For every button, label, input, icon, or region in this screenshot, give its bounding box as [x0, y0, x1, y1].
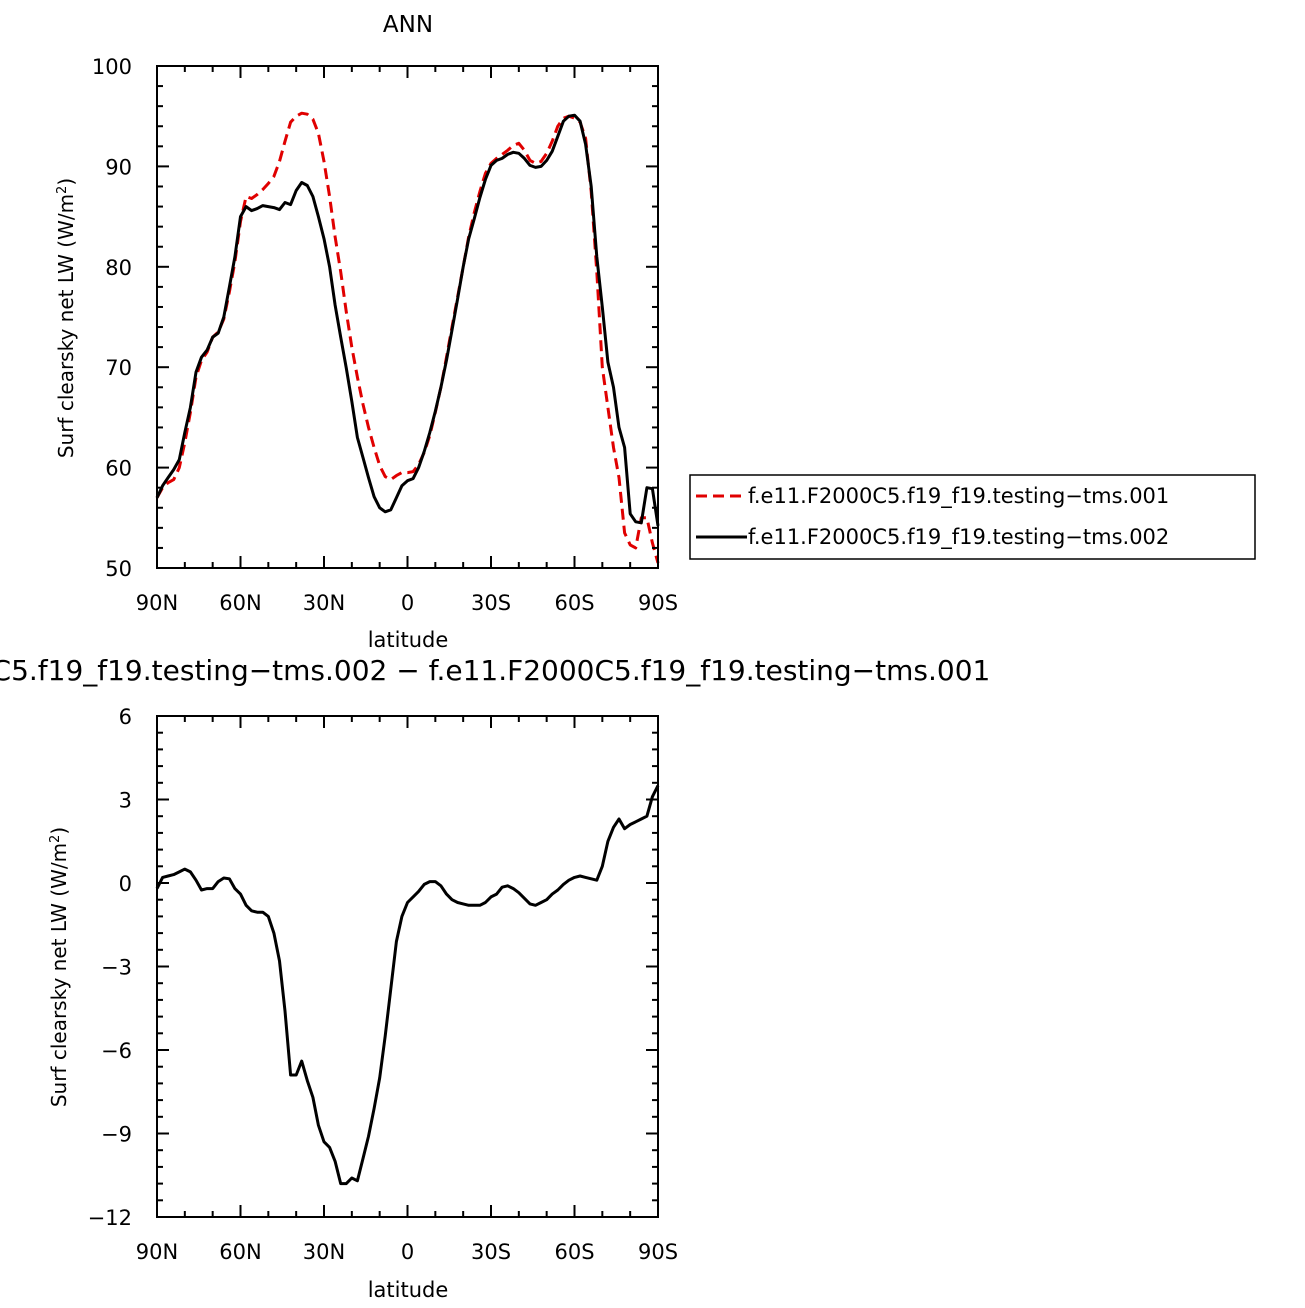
ticks — [156, 715, 659, 1218]
y-axis-label: Surf clearsky net LW (W/m2) — [47, 827, 71, 1107]
x-tick-label: 90N — [136, 591, 178, 615]
y-tick-label: 70 — [105, 356, 132, 380]
series-line-1 — [155, 784, 660, 1186]
y-tick-label: 90 — [105, 155, 132, 179]
x-tick-labels: 90N 60N 30N 0 30S 60S 90S — [136, 1240, 678, 1264]
y-tick-label: −12 — [88, 1206, 132, 1230]
x-tick-labels: 90N 60N 30N 0 30S 60S 90S — [136, 591, 678, 615]
legend-label-series-1: f.e11.F2000C5.f19_f19.testing−tms.001 — [748, 484, 1169, 509]
x-tick-label: 90S — [638, 591, 678, 615]
series-line-2 — [155, 113, 660, 527]
y-tick-label: −3 — [101, 956, 132, 980]
x-tick-label: 90N — [136, 1240, 178, 1264]
chart-title: ANN — [383, 12, 433, 38]
y-tick-label: 50 — [105, 557, 132, 581]
plot-area — [155, 715, 660, 1218]
x-tick-label: 60N — [219, 591, 261, 615]
top-chart: ANN 90N 60N 30N 0 30S 60S 90S 50 60 70 80 90 100 la… — [54, 12, 1256, 652]
x-tick-label: 30S — [471, 1240, 511, 1264]
y-tick-label: 3 — [119, 789, 132, 813]
bottom-chart: f.e11.F2000C5.f19_f19.testing−tms.002 − … — [0, 654, 990, 1302]
x-tick-label: 90S — [638, 1240, 678, 1264]
x-tick-label: 0 — [401, 591, 414, 615]
y-tick-label: 6 — [119, 705, 132, 729]
y-tick-label: 0 — [119, 872, 132, 896]
x-tick-label: 60S — [554, 591, 594, 615]
legend: f.e11.F2000C5.f19_f19.testing−tms.001 f.… — [689, 474, 1256, 560]
x-tick-label: 60S — [554, 1240, 594, 1264]
legend-box — [689, 474, 1256, 560]
y-tick-labels: 50 60 70 80 90 100 — [92, 55, 132, 581]
series-line-1 — [155, 111, 660, 564]
legend-label-series-2: f.e11.F2000C5.f19_f19.testing−tms.002 — [748, 525, 1169, 550]
x-tick-label: 0 — [401, 1240, 414, 1264]
y-tick-label: −6 — [101, 1039, 132, 1063]
y-tick-labels: −12 −9 −6 −3 0 3 6 — [88, 705, 132, 1230]
x-axis-label: latitude — [368, 1278, 449, 1302]
x-axis-label: latitude — [368, 628, 449, 652]
x-tick-label: 30N — [303, 1240, 345, 1264]
y-axis-label: Surf clearsky net LW (W/m2) — [54, 178, 78, 458]
plot-frame — [156, 65, 659, 569]
y-tick-label: 80 — [105, 256, 132, 280]
x-tick-label: 30N — [303, 591, 345, 615]
plot-frame — [156, 715, 659, 1218]
y-tick-label: 100 — [92, 55, 132, 79]
y-tick-label: −9 — [101, 1123, 132, 1147]
chart-title: f.e11.F2000C5.f19_f19.testing−tms.002 − … — [0, 654, 990, 687]
x-tick-label: 30S — [471, 591, 511, 615]
plot-area — [155, 65, 660, 569]
ticks — [156, 65, 659, 569]
x-tick-label: 60N — [219, 1240, 261, 1264]
y-tick-label: 60 — [105, 457, 132, 481]
